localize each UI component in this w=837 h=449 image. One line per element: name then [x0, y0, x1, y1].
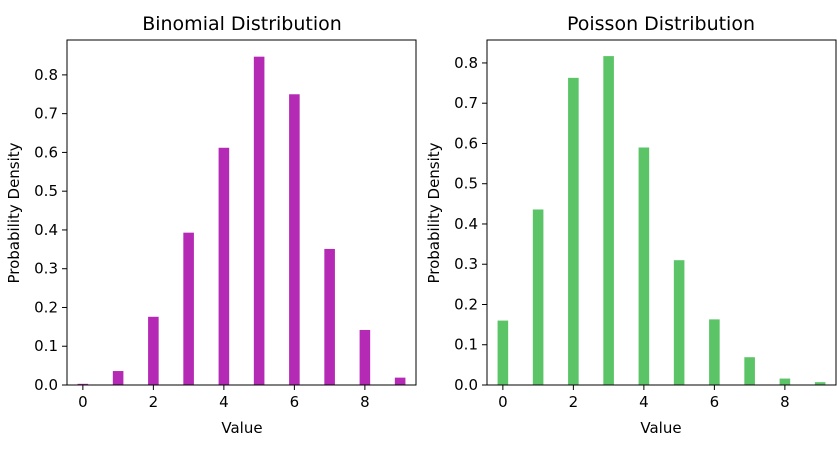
x-tick-label: 4	[639, 393, 649, 411]
bar	[324, 248, 335, 385]
x-tick-label: 8	[780, 393, 790, 411]
poisson-chart: Poisson Distribution 0 2 4 6 8 0.0 0.1 0.2 0.3 0.…	[425, 13, 837, 437]
bar	[497, 320, 509, 385]
y-tick-label: 0.5	[454, 175, 478, 193]
bar	[709, 319, 720, 385]
y-tick-label: 0.7	[34, 105, 58, 123]
x-tick-label: 6	[710, 393, 720, 411]
y-tick-label: 0.7	[454, 94, 478, 112]
bar	[568, 77, 579, 385]
y-tick-label: 0.3	[34, 260, 58, 278]
y-tick-label: 0.1	[454, 336, 478, 354]
x-axis-label: Value	[640, 419, 681, 437]
x-tick-label: 8	[360, 393, 370, 411]
bar	[183, 232, 194, 385]
y-tick-label: 0.0	[454, 376, 478, 394]
x-tick-label: 0	[78, 393, 88, 411]
plot-area: 0 2 4 6 8 0.0 0.1 0.2 0.3 0.4 0.5 0.6 0.7 0.8	[454, 39, 837, 411]
x-axis-label: Value	[221, 419, 262, 437]
binomial-chart: Binomial Distribution 0 2 4 6 80.00.10.20.30…	[5, 13, 417, 437]
bar	[603, 56, 614, 385]
x-tick-label: 4	[219, 393, 229, 411]
bar	[289, 94, 300, 386]
chart-title: Poisson Distribution	[567, 13, 755, 35]
axes-frame	[486, 39, 837, 386]
y-axis-label: Probability Density	[5, 142, 23, 283]
axes-frame	[66, 39, 417, 386]
x-tick-label: 6	[290, 393, 300, 411]
y-tick-label: 0.2	[454, 295, 478, 313]
y-tick-label: 0.6	[454, 134, 478, 152]
bar	[253, 56, 265, 386]
bar	[744, 357, 755, 385]
bar	[148, 316, 159, 385]
bar	[638, 147, 650, 385]
y-tick-label: 0.8	[34, 66, 58, 84]
y-tick-label: 0.6	[34, 143, 58, 161]
bar	[218, 147, 230, 385]
bar	[112, 371, 124, 385]
y-axis-label: Probability Density	[425, 142, 443, 283]
y-tick-label: 0.4	[34, 221, 58, 239]
bar	[673, 260, 685, 385]
y-tick-label: 0.4	[454, 215, 478, 233]
bar	[779, 378, 791, 385]
chart-title: Binomial Distribution	[142, 13, 342, 35]
bar	[532, 209, 544, 385]
y-tick-label: 0.5	[34, 182, 58, 200]
bar	[814, 382, 826, 385]
bar	[359, 329, 371, 385]
x-tick-label: 2	[569, 393, 579, 411]
y-tick-label: 0.1	[34, 337, 58, 355]
x-tick-label: 0	[498, 393, 508, 411]
y-tick-label: 0.0	[34, 376, 58, 394]
y-tick-label: 0.2	[34, 298, 58, 316]
bar	[394, 377, 406, 385]
bar	[77, 383, 89, 385]
x-tick-label: 2	[149, 393, 159, 411]
plot-area: 0 2 4 6 8 0.0 0.1 0.2 0.3 0.4 0.5 0.6 0.7 0.8	[34, 39, 417, 411]
y-tick-label: 0.3	[454, 255, 478, 273]
y-tick-label: 0.8	[454, 54, 478, 72]
